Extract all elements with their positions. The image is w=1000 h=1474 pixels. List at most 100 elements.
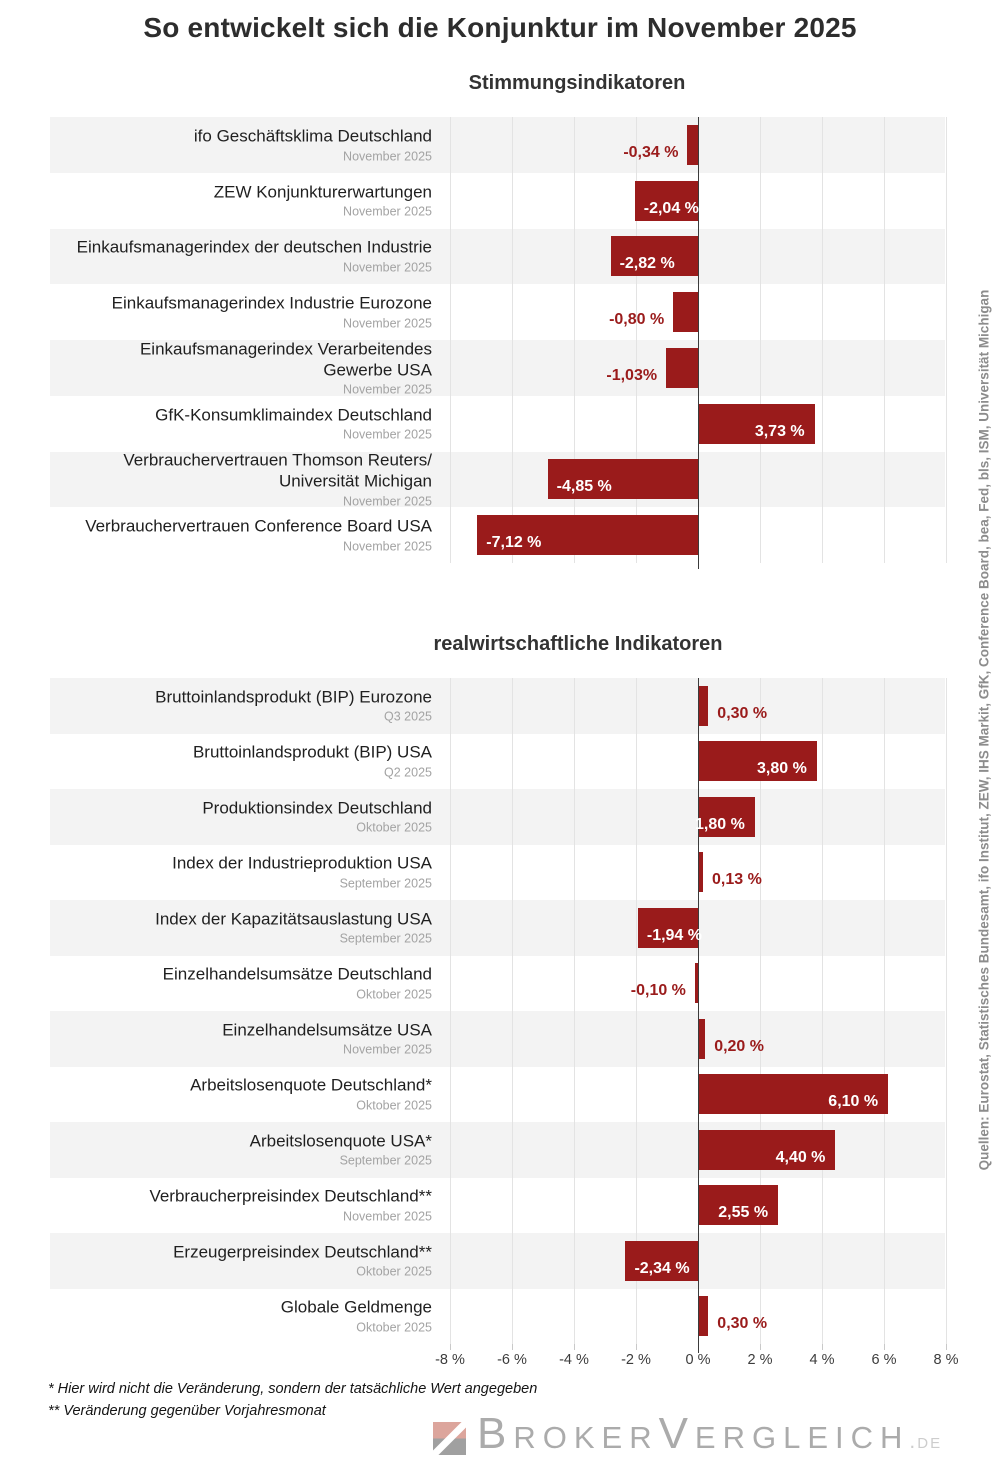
gridline bbox=[636, 678, 637, 1344]
value-label: -4,85 % bbox=[556, 478, 612, 496]
value-bar bbox=[687, 124, 698, 165]
axis-tick bbox=[946, 1344, 947, 1350]
value-label: 1,80 % bbox=[695, 815, 745, 833]
zero-axis-line bbox=[698, 678, 699, 1350]
axis-tick-label: 0 % bbox=[685, 1352, 711, 1368]
gridline bbox=[822, 678, 823, 1344]
row-label-block: Bruttoinlandsprodukt (BIP) USA Q2 2025 bbox=[50, 743, 432, 780]
value-bar bbox=[699, 1129, 836, 1170]
value-label: -0,34 % bbox=[623, 143, 679, 161]
axis-tick-label: -4 % bbox=[559, 1352, 589, 1368]
gridline bbox=[512, 678, 513, 1344]
axis-tick bbox=[574, 1344, 575, 1350]
value-bar bbox=[637, 907, 698, 948]
indicator-label: Bruttoinlandsprodukt (BIP) Eurozone bbox=[155, 687, 432, 707]
page-title: So entwickelt sich die Konjunktur im Nov… bbox=[143, 12, 857, 43]
gridline bbox=[760, 117, 761, 563]
chart-row: Einzelhandelsumsätze Deutschland Oktober… bbox=[50, 956, 945, 1012]
indicator-label: GfK-Konsumklimaindex Deutschland bbox=[155, 405, 432, 425]
footnote-1: * Hier wird nicht die Veränderung, sonde… bbox=[48, 1381, 538, 1397]
indicator-period: November 2025 bbox=[343, 149, 432, 164]
chart-row: Einkaufsmanagerindex Verarbeitendes Gewe… bbox=[50, 339, 945, 397]
row-label-block: Einzelhandelsumsätze USA November 2025 bbox=[50, 1020, 432, 1057]
indicator-period: November 2025 bbox=[343, 316, 432, 331]
gridline bbox=[450, 678, 451, 1344]
indicator-label: Index der Kapazitätsauslastung USA bbox=[155, 909, 432, 929]
indicator-label: Erzeugerpreisindex Deutschland** bbox=[173, 1242, 432, 1262]
chart-row: Einzelhandelsumsätze USA November 2025 0… bbox=[50, 1011, 945, 1067]
brand-name: BrokerVergleich.de bbox=[477, 1408, 942, 1468]
value-bar bbox=[699, 852, 704, 893]
gridline bbox=[574, 117, 575, 563]
chart-row: Einkaufsmanagerindex der deutschen Indus… bbox=[50, 228, 945, 285]
chart-row: Bruttoinlandsprodukt (BIP) USA Q2 2025 3… bbox=[50, 734, 945, 790]
value-bar bbox=[477, 515, 698, 556]
value-label: 6,10 % bbox=[828, 1093, 879, 1111]
indicator-period: November 2025 bbox=[343, 1209, 432, 1224]
value-label: 0,30 % bbox=[717, 704, 768, 722]
axis-tick-label: 6 % bbox=[871, 1352, 897, 1368]
indicator-period: November 2025 bbox=[343, 427, 432, 442]
value-bar bbox=[699, 741, 817, 782]
section-title-sentiment-indicators: Stimmungsindikatoren bbox=[468, 72, 686, 94]
brokervergleich-logo-icon bbox=[433, 1422, 466, 1455]
value-label: 4,40 % bbox=[775, 1148, 826, 1166]
value-bar bbox=[699, 403, 815, 444]
row-label-block: ifo Geschäftsklima Deutschland November … bbox=[50, 127, 432, 164]
brand-name-main: BrokerVergleich bbox=[477, 1409, 910, 1458]
chart-row: Arbeitslosenquote Deutschland* Oktober 2… bbox=[50, 1067, 945, 1123]
chart-row: Verbraucherpreisindex Deutschland** Nove… bbox=[50, 1178, 945, 1234]
value-label: -1,94 % bbox=[646, 926, 702, 944]
chart-sentiment-indicators: ifo Geschäftsklima Deutschland November … bbox=[50, 117, 947, 569]
value-bar bbox=[610, 236, 698, 277]
value-bar bbox=[673, 292, 698, 333]
value-bar bbox=[634, 180, 698, 221]
indicator-period: Oktober 2025 bbox=[356, 1320, 432, 1335]
axis-tick-label: 8 % bbox=[933, 1352, 959, 1368]
row-label-block: Erzeugerpreisindex Deutschland** Oktober… bbox=[50, 1242, 432, 1279]
indicator-period: September 2025 bbox=[339, 932, 432, 947]
footnotes: * Hier wird nicht die Veränderung, sonde… bbox=[48, 1378, 537, 1422]
chart-row: Einkaufsmanagerindex Industrie Eurozone … bbox=[50, 284, 945, 340]
gridline bbox=[884, 678, 885, 1344]
value-label: 0,20 % bbox=[714, 1037, 764, 1055]
value-bar bbox=[694, 963, 698, 1004]
row-label-block: Globale Geldmenge Oktober 2025 bbox=[50, 1298, 432, 1335]
row-label-block: Einkaufsmanagerindex Verarbeitendes Gewe… bbox=[50, 339, 432, 396]
indicator-period: November 2025 bbox=[343, 204, 432, 219]
value-bar bbox=[699, 1296, 709, 1337]
chart-row: Produktionsindex Deutschland Oktober 202… bbox=[50, 789, 945, 845]
indicator-period: November 2025 bbox=[343, 260, 432, 275]
indicator-label: Verbraucherpreisindex Deutschland** bbox=[149, 1186, 432, 1206]
indicator-label: Einkaufsmanagerindex der deutschen Indus… bbox=[76, 238, 432, 258]
value-bar bbox=[699, 1018, 706, 1059]
value-bar bbox=[625, 1240, 698, 1281]
indicator-label: Verbrauchervertrauen Thomson Reuters/ Un… bbox=[123, 450, 432, 491]
indicator-label: ifo Geschäftsklima Deutschland bbox=[193, 126, 432, 146]
row-label-block: Verbraucherpreisindex Deutschland** Nove… bbox=[50, 1187, 432, 1224]
value-label: 2,55 % bbox=[718, 1204, 769, 1222]
source-note: Quellen: Eurostat, Statistisches Bundesa… bbox=[976, 289, 992, 1171]
chart-row: Verbrauchervertrauen Thomson Reuters/ Un… bbox=[50, 450, 945, 508]
chart-row: Index der Industrieproduktion USA Septem… bbox=[50, 845, 945, 901]
indicator-label: Index der Industrieproduktion USA bbox=[172, 853, 432, 873]
value-label: -2,04 % bbox=[643, 199, 699, 217]
brand-name-tld: .de bbox=[909, 1430, 943, 1453]
indicator-period: Oktober 2025 bbox=[356, 987, 432, 1002]
zero-axis-line bbox=[698, 117, 699, 569]
indicator-period: September 2025 bbox=[339, 1154, 432, 1169]
indicator-label: Einzelhandelsumsätze Deutschland bbox=[162, 964, 432, 984]
axis-tick-label: 4 % bbox=[809, 1352, 835, 1368]
axis-tick bbox=[760, 1344, 761, 1350]
axis-tick-label: -8 % bbox=[435, 1352, 465, 1368]
indicator-label: ZEW Konjunkturerwartungen bbox=[213, 182, 432, 202]
axis-tick bbox=[636, 1344, 637, 1350]
chart-row: Verbrauchervertrauen Conference Board US… bbox=[50, 507, 945, 563]
row-label-block: Index der Kapazitätsauslastung USA Septe… bbox=[50, 909, 432, 946]
chart-row: ZEW Konjunkturerwartungen November 2025 … bbox=[50, 173, 945, 229]
value-bar bbox=[547, 459, 698, 500]
indicator-period: Oktober 2025 bbox=[356, 821, 432, 836]
row-label-block: Bruttoinlandsprodukt (BIP) Eurozone Q3 2… bbox=[50, 687, 432, 724]
axis-tick-label: 2 % bbox=[747, 1352, 773, 1368]
chart-row: Arbeitslosenquote USA* September 2025 4,… bbox=[50, 1122, 945, 1178]
